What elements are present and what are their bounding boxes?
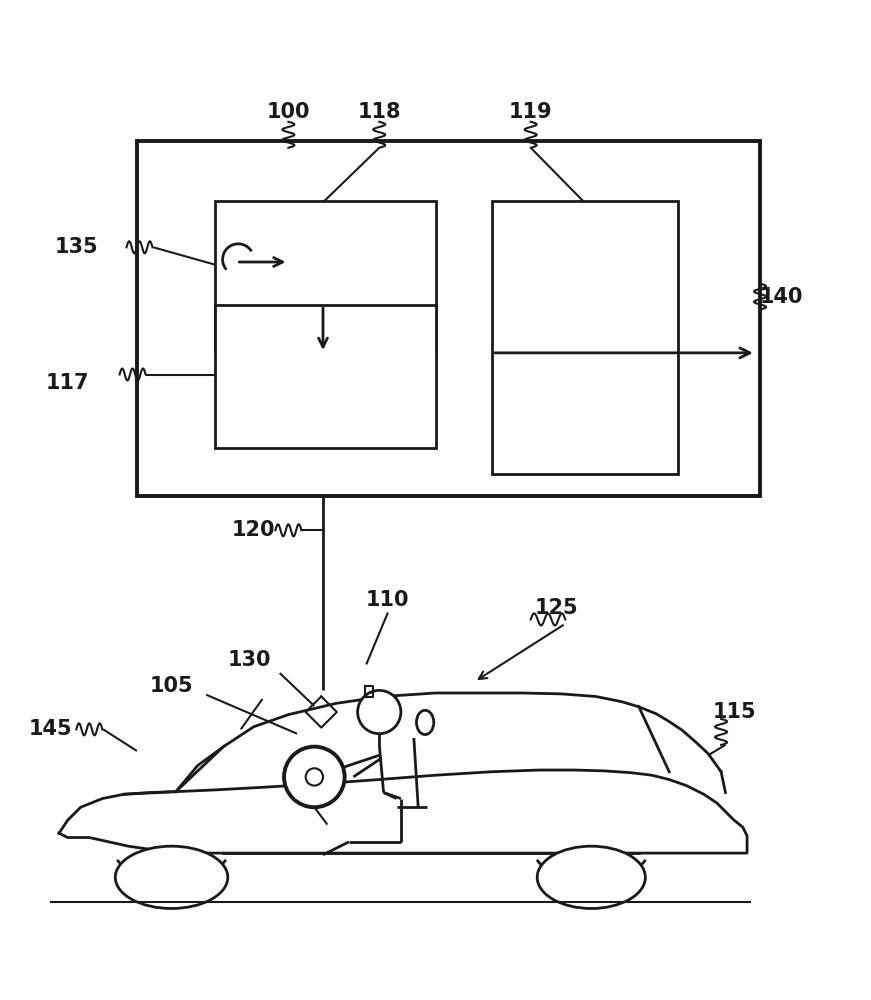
Text: 135: 135 (55, 237, 98, 257)
Bar (215, 305, 436, 448)
Text: 115: 115 (712, 702, 756, 722)
Text: 118: 118 (357, 102, 401, 122)
Text: 120: 120 (232, 520, 275, 540)
Text: 130: 130 (227, 650, 271, 670)
Ellipse shape (416, 710, 434, 735)
Text: 145: 145 (29, 719, 72, 739)
Bar (215, 201, 436, 353)
Text: 117: 117 (46, 373, 90, 393)
Text: 100: 100 (267, 102, 310, 122)
Text: 140: 140 (760, 287, 803, 307)
Text: 110: 110 (366, 590, 409, 610)
Text: 105: 105 (150, 676, 193, 696)
Circle shape (284, 747, 345, 807)
Ellipse shape (537, 846, 645, 908)
Ellipse shape (115, 846, 228, 908)
Text: 119: 119 (509, 102, 552, 122)
Circle shape (306, 768, 323, 786)
Bar (137, 141, 760, 496)
Bar (492, 201, 678, 474)
Text: 125: 125 (535, 598, 578, 618)
Circle shape (358, 690, 401, 734)
